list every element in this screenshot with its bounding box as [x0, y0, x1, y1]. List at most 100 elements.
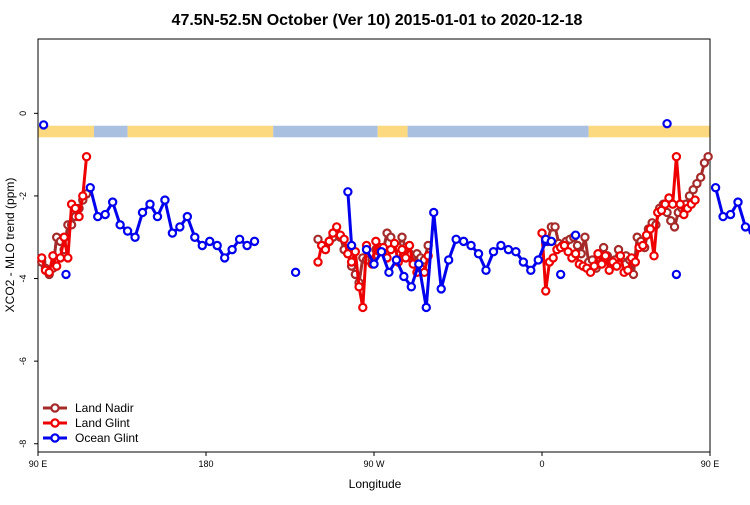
data-point — [570, 249, 581, 259]
data-point — [152, 211, 163, 222]
data-point — [37, 253, 47, 263]
data-point — [38, 120, 49, 130]
data-point — [526, 265, 536, 275]
data-point — [227, 244, 237, 255]
data-point — [611, 261, 622, 271]
data-point — [145, 199, 155, 209]
data-point — [384, 267, 394, 278]
data-point — [399, 271, 409, 282]
data-point — [638, 240, 648, 251]
data-point — [703, 152, 713, 162]
data-point — [548, 253, 558, 263]
data-point — [667, 199, 678, 209]
data-point — [580, 232, 590, 242]
data-point — [675, 199, 685, 209]
data-point — [550, 222, 560, 232]
data-point — [175, 222, 185, 232]
data-point — [397, 244, 407, 255]
data-point — [533, 255, 543, 265]
strip-land — [377, 125, 408, 138]
data-point — [371, 236, 381, 247]
data-point — [167, 228, 178, 238]
data-point — [406, 282, 417, 292]
y-tick-label: -8 — [18, 440, 28, 448]
data-point — [369, 259, 379, 269]
data-point — [429, 207, 439, 218]
data-point — [63, 253, 73, 263]
data-point — [205, 236, 215, 247]
data-point — [354, 282, 364, 292]
data-point — [219, 253, 230, 263]
data-point — [421, 302, 431, 313]
data-point — [481, 265, 491, 275]
data-point — [361, 244, 372, 255]
data-point — [234, 234, 245, 245]
data-point — [740, 222, 750, 232]
y-tick-label: -6 — [18, 357, 28, 365]
data-point — [401, 253, 411, 263]
data-point — [376, 246, 387, 257]
data-point — [733, 197, 743, 207]
data-point — [503, 244, 514, 255]
y-tick-label: 0 — [18, 111, 28, 116]
data-point — [710, 182, 721, 193]
y-axis: 0 -2 -4 -6 -8 — [18, 111, 38, 448]
x-tick-label: 0 — [539, 459, 544, 469]
data-point — [555, 269, 566, 280]
data-point — [436, 284, 446, 294]
legend-item: Ocean Glint — [43, 431, 139, 445]
data-point — [115, 220, 125, 230]
data-point — [496, 240, 506, 251]
data-point — [645, 224, 655, 234]
data-point — [695, 172, 706, 183]
data-point — [44, 267, 54, 278]
data-point — [182, 211, 193, 222]
data-point — [137, 207, 148, 218]
series-ocean-glint — [38, 118, 750, 313]
data-point — [541, 286, 551, 296]
data-point — [391, 255, 402, 265]
legend-label: Ocean Glint — [75, 431, 139, 445]
data-point — [604, 265, 614, 275]
data-point — [51, 261, 62, 271]
data-point — [690, 195, 700, 205]
data-point — [358, 302, 368, 313]
data-point — [649, 251, 659, 261]
data-point — [242, 240, 252, 251]
data-point — [61, 269, 71, 280]
strip-land — [38, 125, 94, 138]
data-point — [570, 230, 581, 240]
strip-ocean — [273, 125, 378, 138]
strip-land — [588, 125, 710, 138]
data-point — [593, 249, 603, 259]
data-point — [414, 259, 424, 269]
data-point — [623, 265, 633, 275]
data-point — [600, 251, 611, 261]
data-point — [598, 242, 609, 253]
data-point — [197, 240, 207, 251]
data-point — [93, 211, 103, 222]
x-tick-label: 180 — [198, 459, 213, 469]
data-point — [313, 257, 323, 267]
data-point — [343, 187, 353, 197]
legend-label: Land Nadir — [75, 401, 134, 415]
data-point — [725, 209, 736, 220]
data-point — [488, 246, 499, 257]
legend-marker — [50, 433, 60, 443]
data-point — [339, 234, 349, 245]
data-point — [343, 249, 353, 259]
data-point — [718, 211, 728, 222]
data-point — [212, 240, 222, 251]
data-point — [74, 211, 84, 222]
legend-item: Land Nadir — [43, 401, 134, 415]
land-ocean-strip — [38, 125, 710, 138]
x-axis-label: Longitude — [349, 477, 402, 491]
data-point — [320, 244, 331, 255]
legend-item: Land Glint — [43, 416, 130, 430]
y-axis-label: XCO2 - MLO trend (ppm) — [3, 178, 17, 313]
data-point — [331, 222, 342, 232]
data-point — [290, 267, 301, 278]
data-point — [546, 236, 557, 247]
